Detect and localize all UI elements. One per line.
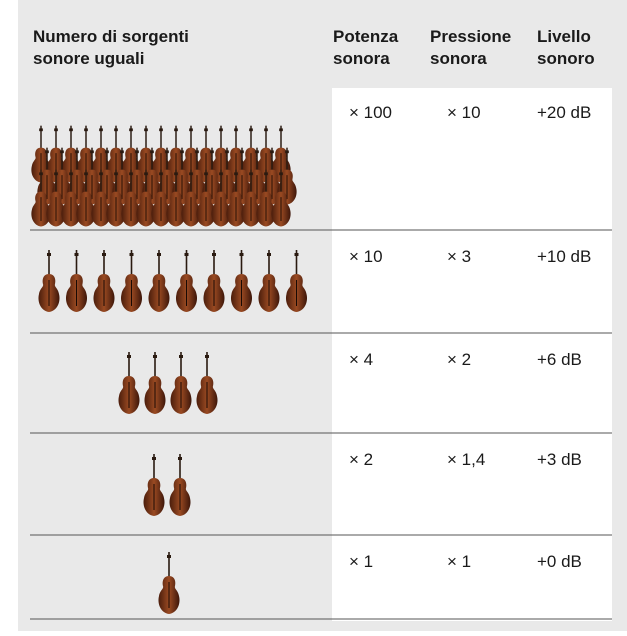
cell-text: × 10 [349,247,383,266]
cell-text: × 1 [447,552,471,571]
cell-text: × 10 [447,103,481,122]
text-layer: Numero di sorgenti sonore uguali Potenza so… [33,27,595,571]
cell-text: × 1 [349,552,373,571]
cell-text: × 1,4 [447,450,485,469]
header-text: Pressione [430,27,511,46]
cell-text: +3 dB [537,450,582,469]
header-text: sonora [333,49,390,68]
header-text: sonora [430,49,487,68]
cell-text: × 3 [447,247,471,266]
cell-text: × 2 [447,350,471,369]
cell-text: × 4 [349,350,373,369]
cell-text: +10 dB [537,247,591,266]
header-text: Livello [537,27,591,46]
header-text: sonoro [537,49,595,68]
header-text: Potenza [333,27,399,46]
cell-text: +20 dB [537,103,591,122]
cell-text: +6 dB [537,350,582,369]
cell-text: +0 dB [537,552,582,571]
row-lines [30,229,612,620]
cell-text: × 100 [349,103,392,122]
header-text: Numero di sorgenti [33,27,189,46]
cell-text: × 2 [349,450,373,469]
header-text: sonore uguali [33,49,144,68]
value-cells [332,88,612,621]
